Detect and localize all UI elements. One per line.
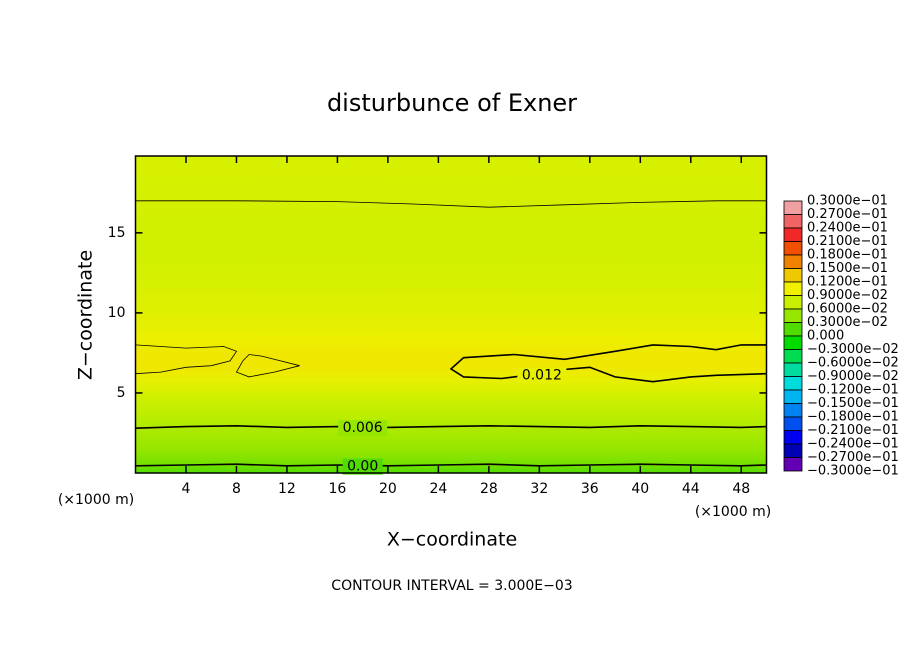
colorbar-swatch [783,416,803,431]
y-tick-label: 5 [117,385,126,401]
footnote: CONTOUR INTERVAL = 3.000E−03 [331,578,572,594]
field-band [135,426,767,450]
colorbar-swatch [783,349,803,364]
field-band [135,216,767,250]
contour-label: 0.012 [522,367,562,383]
contour-label: 0.006 [343,420,383,436]
x-tick-label: 4 [182,481,191,497]
colorbar-label: −0.3000e−02 [807,342,899,357]
y-tick-label: 10 [108,305,126,321]
colorbar-label: −0.1500e−01 [807,396,899,411]
colorbar-swatch [783,403,803,418]
x-axis-label: X−coordinate [387,529,517,551]
x-tick-label: 16 [329,481,347,497]
colorbar-label: 0.3000e−02 [807,315,888,330]
field-band [135,380,767,397]
contour-line [449,344,767,383]
colorbar-label: −0.6000e−02 [807,356,899,371]
colorbar-swatch [783,308,803,323]
colorbar-swatch [783,376,803,391]
x-tick-label: 12 [278,481,296,497]
x-unit: (×1000 m) [58,492,134,508]
colorbar-swatch [783,295,803,310]
colorbar-swatch [783,362,803,377]
x-tick-label: 24 [429,481,447,497]
colorbar-label: 0.9000e−02 [807,288,888,303]
contour-label-bg [338,420,388,437]
x-tick-label: 40 [631,481,649,497]
x-tick-label: 28 [480,481,498,497]
x-tick-label: 20 [379,481,397,497]
colorbar-label: −0.2700e−01 [807,450,899,465]
colorbar-label: 0.2100e−01 [807,234,888,249]
contour-line [135,463,767,467]
colorbar-label: 0.1800e−01 [807,248,888,263]
colorbar-swatch [783,200,803,215]
x-tick-label: 32 [530,481,548,497]
contour-label-bg [517,367,567,384]
colorbar-swatch [783,281,803,296]
field-band [135,312,767,340]
colorbar-swatch [783,227,803,242]
colorbar-label: −0.1200e−01 [807,383,899,398]
contour-line [135,424,767,429]
field-band [135,156,767,202]
colorbar-swatch [783,214,803,229]
colorbar-label: −0.2100e−01 [807,423,899,438]
field-band [135,367,767,381]
chart-title: disturbunce of Exner [327,89,577,117]
colorbar-swatch [783,335,803,350]
x-tick-label: 36 [581,481,599,497]
colorbar-label: 0.1500e−01 [807,261,888,276]
colorbar-swatch [783,443,803,458]
y-tick-label: 15 [108,225,126,241]
colorbar-label: 0.6000e−02 [807,302,888,317]
contour-line [135,344,238,375]
y-axis-label: Z−coordinate [75,250,97,380]
colorbar-label: 0.2700e−01 [807,207,888,222]
field-band [135,448,767,466]
colorbar-label: −0.1800e−01 [807,410,899,425]
field-band [135,338,767,356]
contour-line [235,354,300,378]
contour-label-bg [342,458,383,475]
colorbar-swatch [783,430,803,445]
x-tick-label: 8 [232,481,241,497]
x-tick-label: 44 [682,481,700,497]
colorbar-swatch [783,268,803,283]
colorbar-label: −0.2400e−01 [807,437,899,452]
colorbar-label: 0.3000e−01 [807,194,888,209]
contour-label: 0.00 [347,459,378,475]
x-unit: (×1000 m) [695,504,771,520]
colorbar-swatch [783,322,803,337]
field-band [135,396,767,413]
colorbar-label: 0.2400e−01 [807,221,888,236]
colorbar-swatch [783,241,803,256]
colorbar-label: −0.3000e−01 [807,464,899,479]
colorbar-label: −0.9000e−02 [807,369,899,384]
colorbar-label: 0.000 [807,329,844,344]
field-band [135,280,767,314]
colorbar-swatch [783,457,803,472]
contour-line [135,200,767,208]
field-band [135,200,767,218]
colorbar-swatch [783,254,803,269]
plot-frame [134,155,768,474]
colorbar-swatch [783,389,803,404]
field-band [135,248,767,282]
colorbar-label: 0.1200e−01 [807,275,888,290]
field-band [135,412,767,428]
field-band [135,464,767,474]
x-tick-label: 48 [732,481,750,497]
